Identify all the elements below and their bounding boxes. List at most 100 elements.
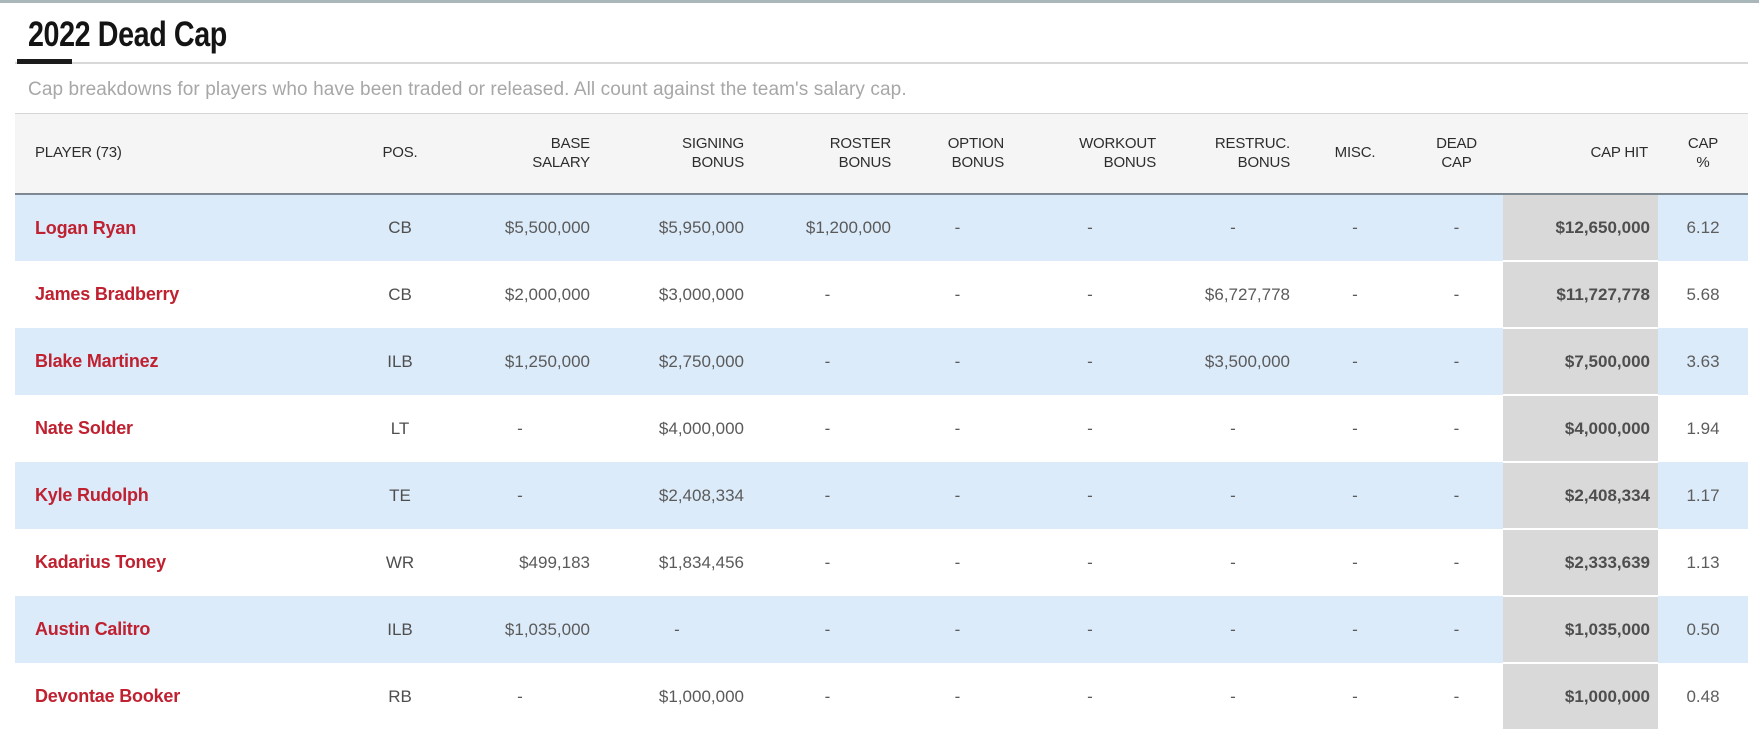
col-header-cap-pct[interactable]: CAP % — [1658, 113, 1748, 195]
player-link[interactable]: Kyle Rudolph — [35, 485, 149, 505]
misc-cell: - — [1352, 284, 1358, 304]
base-salary-cell: - — [517, 418, 523, 438]
pos-cell: RB — [388, 686, 412, 706]
workout-bonus-cell: - — [1087, 686, 1093, 706]
pos-cell: ILB — [387, 351, 413, 371]
roster-bonus-cell: - — [824, 686, 831, 706]
misc-cell: - — [1352, 619, 1358, 639]
signing-bonus-cell: $1,834,456 — [658, 552, 744, 572]
player-link[interactable]: Blake Martinez — [35, 351, 159, 371]
restruc-bonus-cell: - — [1230, 619, 1236, 639]
roster-bonus-cell: - — [824, 284, 831, 304]
option-bonus-cell: - — [954, 418, 961, 438]
workout-bonus-cell: - — [1087, 218, 1093, 237]
option-bonus-cell: - — [954, 218, 961, 237]
page-title: 2022 Dead Cap — [28, 15, 227, 54]
table-row: James Bradberry CB $2,000,000 $3,000,000… — [15, 260, 1748, 329]
base-salary-cell: $1,035,000 — [504, 619, 590, 639]
restruc-bonus-cell: $6,727,778 — [1204, 284, 1290, 304]
col-header-option-bonus[interactable]: OPTION BONUS — [901, 113, 1014, 195]
roster-bonus-cell: $1,200,000 — [805, 218, 891, 237]
restruc-bonus-cell: $3,500,000 — [1204, 351, 1290, 371]
cap-hit-cell: $11,727,778 — [1503, 260, 1658, 329]
title-underline-accent — [17, 59, 72, 64]
base-salary-cell: $499,183 — [519, 552, 590, 572]
roster-bonus-cell: - — [824, 552, 831, 572]
workout-bonus-cell: - — [1087, 418, 1093, 438]
table-row: Kadarius Toney WR $499,183 $1,834,456 - … — [15, 528, 1748, 597]
base-salary-cell: $1,250,000 — [504, 351, 590, 371]
col-header-workout-bonus[interactable]: WORKOUT BONUS — [1014, 113, 1166, 195]
cap-hit-cell: $1,035,000 — [1503, 595, 1658, 664]
player-link[interactable]: Logan Ryan — [35, 217, 137, 238]
signing-bonus-cell: $3,000,000 — [658, 284, 744, 304]
col-header-restruc-bonus[interactable]: RESTRUC. BONUS — [1166, 113, 1300, 195]
pos-cell: TE — [389, 485, 411, 505]
option-bonus-cell: - — [954, 686, 961, 706]
col-header-player[interactable]: PLAYER (73) — [15, 113, 360, 195]
dead-cap-cell: - — [1453, 418, 1460, 438]
player-link[interactable]: James Bradberry — [35, 284, 180, 304]
workout-bonus-cell: - — [1087, 284, 1093, 304]
pos-cell: WR — [385, 552, 415, 572]
base-salary-cell: $5,500,000 — [504, 218, 590, 237]
pos-cell: CB — [388, 218, 412, 237]
cap-hit-cell: $12,650,000 — [1503, 193, 1658, 262]
table-row: Kyle Rudolph TE - $2,408,334 - - - - - -… — [15, 461, 1748, 530]
dead-cap-cell: - — [1453, 218, 1460, 237]
cap-pct-cell: 5.68 — [1686, 284, 1720, 304]
col-header-dead-cap[interactable]: DEAD CAP — [1410, 113, 1503, 195]
restruc-bonus-cell: - — [1230, 552, 1236, 572]
table-row: Logan Ryan CB $5,500,000 $5,950,000 $1,2… — [15, 193, 1748, 262]
cap-pct-cell: 0.50 — [1686, 619, 1720, 639]
top-border — [0, 0, 1759, 3]
misc-cell: - — [1352, 552, 1358, 572]
dead-cap-cell: - — [1453, 284, 1460, 304]
cap-hit-cell: $7,500,000 — [1503, 327, 1658, 396]
table-row: Nate Solder LT - $4,000,000 - - - - - - … — [15, 394, 1748, 463]
cap-hit-cell: $1,000,000 — [1503, 662, 1658, 731]
player-link[interactable]: Devontae Booker — [35, 686, 181, 706]
cap-pct-cell: 0.48 — [1686, 686, 1720, 706]
dead-cap-cell: - — [1453, 351, 1460, 371]
base-salary-cell: - — [517, 686, 523, 706]
option-bonus-cell: - — [954, 284, 961, 304]
pos-cell: CB — [388, 284, 412, 304]
restruc-bonus-cell: - — [1230, 218, 1236, 237]
col-header-roster-bonus[interactable]: ROSTER BONUS — [754, 113, 901, 195]
dead-cap-section: 2022 Dead Cap Cap breakdowns for players… — [15, 17, 1748, 731]
col-header-pos[interactable]: POS. — [360, 113, 440, 195]
col-header-base-salary[interactable]: BASE SALARY — [440, 113, 600, 195]
base-salary-cell: $2,000,000 — [504, 284, 590, 304]
restruc-bonus-cell: - — [1230, 418, 1236, 438]
workout-bonus-cell: - — [1087, 351, 1093, 371]
cap-pct-cell: 3.63 — [1686, 351, 1720, 371]
col-header-signing-bonus[interactable]: SIGNING BONUS — [600, 113, 754, 195]
player-link[interactable]: Kadarius Toney — [35, 552, 166, 572]
option-bonus-cell: - — [954, 351, 961, 371]
roster-bonus-cell: - — [824, 351, 831, 371]
title-underline — [15, 59, 1748, 64]
signing-bonus-cell: $5,950,000 — [658, 218, 744, 237]
roster-bonus-cell: - — [824, 485, 831, 505]
cap-pct-cell: 1.94 — [1686, 418, 1720, 438]
player-link[interactable]: Austin Calitro — [35, 619, 151, 639]
workout-bonus-cell: - — [1087, 485, 1093, 505]
misc-cell: - — [1352, 351, 1358, 371]
table-row: Austin Calitro ILB $1,035,000 - - - - - … — [15, 595, 1748, 664]
cap-hit-cell: $2,333,639 — [1503, 528, 1658, 597]
col-header-misc[interactable]: MISC. — [1300, 113, 1410, 195]
misc-cell: - — [1352, 686, 1358, 706]
table-row: Devontae Booker RB - $1,000,000 - - - - … — [15, 662, 1748, 731]
signing-bonus-cell: $2,408,334 — [658, 485, 744, 505]
cap-pct-cell: 1.13 — [1686, 552, 1720, 572]
player-link[interactable]: Nate Solder — [35, 418, 133, 438]
dead-cap-table: PLAYER (73) POS. BASE SALARY SIGNING BON… — [15, 113, 1748, 731]
cap-hit-cell: $2,408,334 — [1503, 461, 1658, 530]
col-header-cap-hit[interactable]: CAP HIT — [1503, 113, 1658, 195]
misc-cell: - — [1352, 218, 1358, 237]
cap-hit-cell: $4,000,000 — [1503, 394, 1658, 463]
cap-pct-cell: 6.12 — [1686, 218, 1720, 237]
workout-bonus-cell: - — [1087, 552, 1093, 572]
option-bonus-cell: - — [954, 552, 961, 572]
